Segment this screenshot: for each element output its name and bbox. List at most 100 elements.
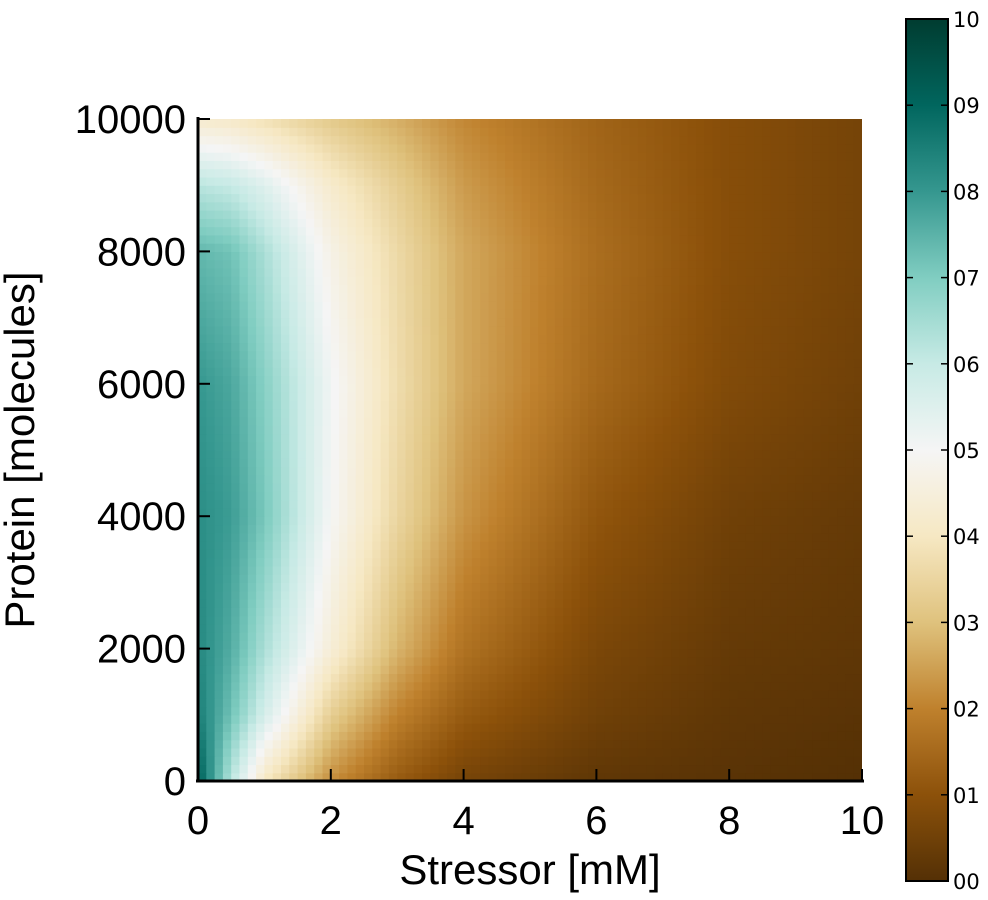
heatmap-cell: [787, 392, 797, 401]
heatmap-cell: [787, 673, 797, 683]
heatmap-cell: [654, 392, 664, 401]
heatmap-cell: [671, 632, 680, 641]
heatmap-cell: [729, 590, 739, 600]
heatmap-cell: [471, 441, 481, 451]
heatmap-cell: [364, 466, 373, 476]
heatmap-cell: [430, 267, 440, 277]
heatmap-cell: [256, 334, 265, 344]
heatmap-cell: [530, 491, 539, 501]
heatmap-cell: [463, 615, 473, 625]
heatmap-cell: [729, 483, 739, 492]
heatmap-cell: [845, 598, 855, 608]
heatmap-cell: [637, 433, 647, 443]
heatmap-cell: [272, 656, 282, 666]
heatmap-cell: [305, 640, 315, 650]
heatmap-cell: [305, 375, 315, 385]
heatmap-cell: [579, 574, 589, 584]
heatmap-cell: [737, 615, 747, 625]
heatmap-cell: [388, 301, 398, 310]
heatmap-cell: [455, 301, 465, 310]
heatmap-cell: [330, 334, 340, 344]
heatmap-cell: [704, 582, 714, 592]
heatmap-cell: [679, 425, 689, 435]
heatmap-cell: [222, 334, 232, 344]
heatmap-cell: [413, 574, 423, 584]
heatmap-cell: [488, 723, 498, 732]
heatmap-cell: [737, 292, 747, 302]
heatmap-cell: [613, 541, 622, 550]
heatmap-cell: [779, 747, 788, 757]
heatmap-cell: [422, 450, 431, 459]
heatmap-cell: [339, 698, 348, 708]
heatmap-cell: [795, 640, 805, 650]
heatmap-cell: [845, 557, 855, 567]
heatmap-cell: [712, 499, 722, 509]
heatmap-cell: [563, 408, 573, 418]
heatmap-cell: [530, 350, 539, 360]
heatmap-cell: [339, 483, 348, 492]
heatmap-cell: [364, 375, 373, 385]
heatmap-cell: [513, 681, 523, 691]
heatmap-cell: [538, 764, 548, 774]
heatmap-cell: [214, 516, 224, 526]
heatmap-cell: [754, 673, 763, 683]
heatmap-cell: [754, 483, 763, 492]
heatmap-cell: [289, 532, 299, 542]
heatmap-cell: [438, 450, 448, 459]
heatmap-cell: [505, 301, 514, 310]
heatmap-cell: [322, 416, 332, 426]
heatmap-cell: [712, 433, 722, 443]
heatmap-cell: [272, 590, 282, 600]
heatmap-cell: [314, 301, 324, 310]
heatmap-cell: [388, 532, 398, 542]
heatmap-cell: [779, 772, 788, 781]
heatmap-cell: [206, 764, 216, 774]
heatmap-cell: [231, 383, 241, 393]
heatmap-cell: [264, 615, 274, 625]
heatmap-cell: [779, 615, 788, 625]
heatmap-cell: [787, 656, 797, 666]
heatmap-cell: [820, 549, 830, 559]
heatmap-cell: [513, 656, 523, 666]
heatmap-cell: [272, 673, 282, 683]
heatmap-cell: [222, 342, 232, 352]
heatmap-cell: [745, 450, 755, 459]
heatmap-cell: [272, 640, 282, 650]
heatmap-cell: [704, 284, 714, 294]
heatmap-cell: [621, 532, 631, 542]
heatmap-cell: [687, 739, 697, 749]
heatmap-cell: [779, 317, 788, 327]
heatmap-cell: [430, 507, 440, 517]
heatmap-cell: [305, 350, 315, 360]
heatmap-cell: [704, 665, 714, 675]
heatmap-cell: [820, 342, 830, 352]
heatmap-cell: [330, 375, 340, 385]
heatmap-cell: [745, 665, 755, 675]
heatmap-cell: [795, 706, 805, 716]
heatmap-cell: [272, 383, 282, 393]
heatmap-cell: [720, 317, 730, 327]
heatmap-cell: [339, 259, 348, 269]
heatmap-cell: [779, 598, 788, 608]
heatmap-cell: [347, 267, 357, 277]
heatmap-cell: [604, 276, 614, 286]
heatmap-cell: [712, 458, 722, 468]
heatmap-cell: [239, 747, 249, 757]
heatmap-cell: [430, 648, 440, 658]
heatmap-cell: [754, 557, 763, 567]
heatmap-cell: [405, 367, 415, 377]
heatmap-cell: [646, 433, 656, 443]
heatmap-cell: [530, 284, 539, 294]
heatmap-cell: [505, 756, 514, 766]
heatmap-cell: [762, 292, 772, 302]
heatmap-cell: [447, 772, 456, 781]
heatmap-cell: [405, 284, 415, 294]
heatmap-cell: [422, 764, 431, 774]
heatmap-cell: [480, 259, 490, 269]
heatmap-cell: [239, 367, 249, 377]
heatmap-cell: [820, 375, 830, 385]
heatmap-cell: [463, 309, 473, 319]
heatmap-cell: [662, 673, 672, 683]
heatmap-cell: [745, 739, 755, 749]
heatmap-cell: [405, 375, 415, 385]
